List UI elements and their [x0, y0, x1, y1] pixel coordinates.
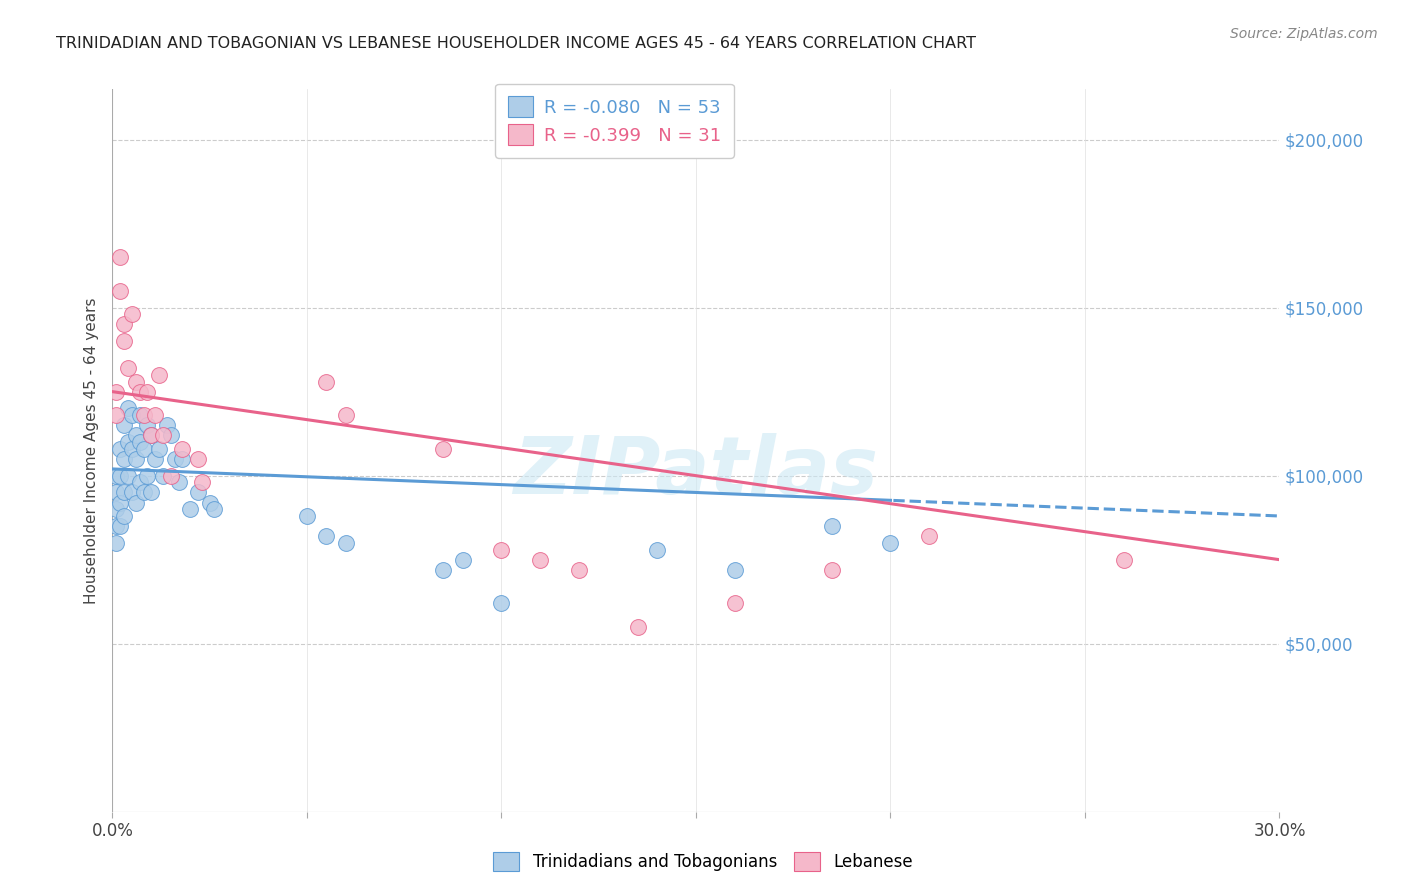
Point [112, 334, 135, 349]
Point [627, 620, 650, 634]
Point [110, 284, 132, 298]
Point [112, 318, 135, 332]
Point [110, 519, 132, 533]
Point [143, 451, 166, 466]
Point [152, 428, 174, 442]
Point [141, 485, 163, 500]
Point [724, 563, 747, 577]
Point [132, 442, 155, 456]
Legend: Trinidadians and Tobagonians, Lebanese: Trinidadians and Tobagonians, Lebanese [484, 843, 922, 880]
Point [128, 384, 150, 399]
Point [105, 485, 128, 500]
Point [105, 384, 128, 399]
Point [918, 529, 941, 543]
Point [172, 442, 194, 456]
Point [432, 563, 454, 577]
Legend: R = -0.080   N = 53, R = -0.399   N = 31: R = -0.080 N = 53, R = -0.399 N = 31 [495, 84, 734, 158]
Point [110, 442, 132, 456]
Point [125, 495, 148, 509]
Point [132, 408, 155, 422]
Point [451, 552, 474, 566]
Point [110, 250, 132, 264]
Point [105, 536, 128, 550]
Point [125, 451, 148, 466]
Point [645, 542, 668, 557]
Point [141, 428, 163, 442]
Point [136, 384, 159, 399]
Point [110, 468, 132, 483]
Point [105, 408, 128, 422]
Point [160, 468, 183, 483]
Point [105, 519, 128, 533]
Point [121, 442, 143, 456]
Point [187, 451, 209, 466]
Point [1112, 552, 1135, 566]
Point [179, 502, 201, 516]
Point [315, 375, 337, 389]
Point [143, 408, 166, 422]
Point [491, 542, 513, 557]
Point [128, 435, 150, 450]
Point [136, 468, 159, 483]
Point [117, 361, 139, 376]
Point [529, 552, 551, 566]
Text: ZIPatlas: ZIPatlas [513, 434, 879, 511]
Point [128, 475, 150, 490]
Point [112, 508, 135, 523]
Text: TRINIDADIAN AND TOBAGONIAN VS LEBANESE HOUSEHOLDER INCOME AGES 45 - 64 YEARS COR: TRINIDADIAN AND TOBAGONIAN VS LEBANESE H… [56, 36, 976, 51]
Point [125, 428, 148, 442]
Point [121, 485, 143, 500]
Point [112, 451, 135, 466]
Point [187, 485, 209, 500]
Point [315, 529, 337, 543]
Point [724, 596, 747, 610]
Point [105, 502, 128, 516]
Point [295, 508, 318, 523]
Point [110, 495, 132, 509]
Point [141, 428, 163, 442]
Point [432, 442, 454, 456]
Text: Source: ZipAtlas.com: Source: ZipAtlas.com [1230, 27, 1378, 41]
Point [568, 563, 591, 577]
Point [105, 468, 128, 483]
Point [148, 368, 170, 382]
Point [163, 451, 186, 466]
Point [128, 408, 150, 422]
Point [879, 536, 901, 550]
Point [191, 475, 214, 490]
Point [125, 375, 148, 389]
Point [121, 408, 143, 422]
Point [117, 468, 139, 483]
Point [335, 536, 357, 550]
Point [112, 418, 135, 433]
Point [152, 468, 174, 483]
Point [160, 428, 183, 442]
Point [117, 401, 139, 416]
Point [821, 563, 844, 577]
Point [167, 475, 190, 490]
Point [136, 418, 159, 433]
Point [202, 502, 225, 516]
Point [121, 307, 143, 321]
Point [172, 451, 194, 466]
Point [156, 418, 179, 433]
Point [117, 435, 139, 450]
Point [148, 442, 170, 456]
Y-axis label: Householder Income Ages 45 - 64 years: Householder Income Ages 45 - 64 years [83, 297, 98, 604]
Point [491, 596, 513, 610]
Point [335, 408, 357, 422]
Point [112, 485, 135, 500]
Point [132, 485, 155, 500]
Point [198, 495, 221, 509]
Point [821, 519, 844, 533]
